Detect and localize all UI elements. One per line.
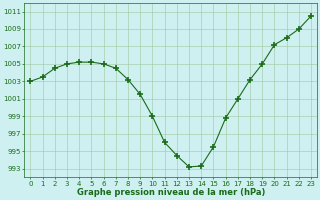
X-axis label: Graphe pression niveau de la mer (hPa): Graphe pression niveau de la mer (hPa)	[76, 188, 265, 197]
